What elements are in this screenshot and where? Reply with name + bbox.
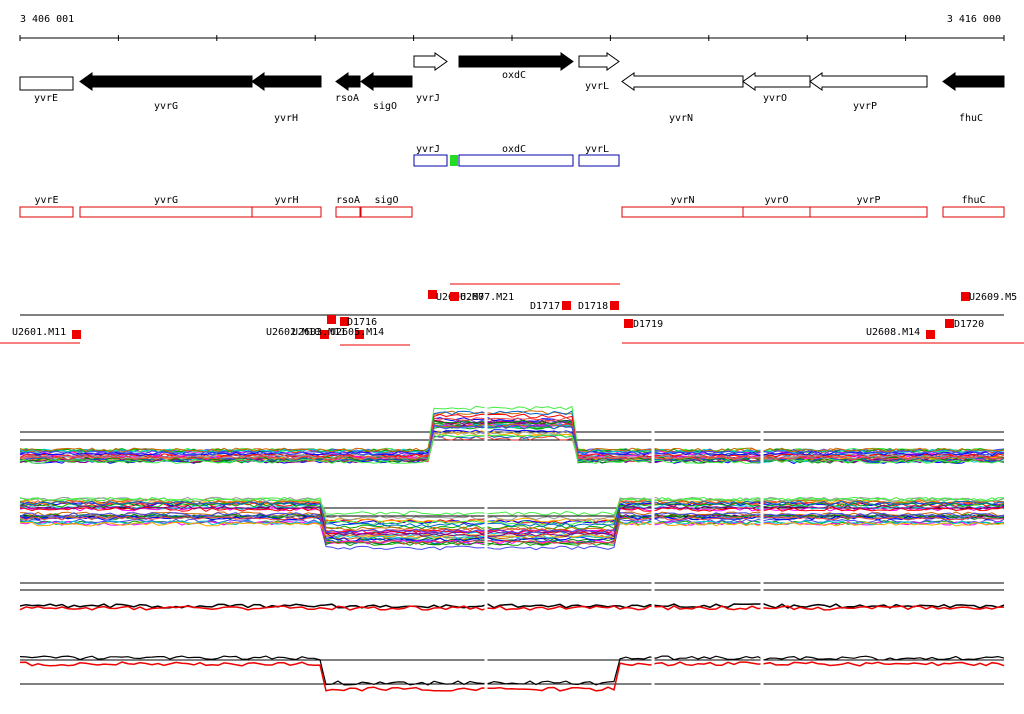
gene-arrow	[578, 52, 620, 71]
segment-label: U2608.M14	[866, 327, 920, 338]
gene-arrow	[413, 52, 448, 71]
expression-trace	[19, 605, 1004, 611]
gene-label: yvrG	[154, 101, 178, 112]
segment-label: U2606.M7	[436, 292, 484, 303]
gene-arrow	[621, 72, 744, 91]
cds-label: fhuC	[961, 195, 985, 206]
gene-arrow	[360, 72, 413, 91]
segment-marker	[72, 330, 81, 339]
cds-box	[809, 206, 928, 218]
ruler-start: 3 406 001	[20, 14, 74, 25]
cds-box	[621, 206, 744, 218]
expression-trace	[19, 424, 1005, 456]
gene-label: fhuC	[959, 113, 983, 124]
segment-label: U2605.M14	[330, 327, 384, 338]
segment-marker	[340, 317, 349, 326]
cds-label: yvrP	[856, 195, 880, 206]
gene-arrow	[19, 76, 74, 91]
expression-trace	[19, 512, 1005, 534]
cds-box	[335, 206, 361, 218]
transcript-label: yvrJ	[416, 144, 440, 155]
segment-marker	[926, 330, 935, 339]
cds-box	[19, 206, 74, 218]
cds-box	[79, 206, 253, 218]
gene-label: sigO	[373, 101, 397, 112]
cds-label: rsoA	[336, 195, 360, 206]
gene-arrow	[742, 72, 811, 91]
expression-trace	[19, 521, 1005, 539]
segment-label: D1716	[347, 317, 377, 328]
expression-trace	[19, 661, 1005, 692]
cds-label: sigO	[374, 195, 398, 206]
gene-label: yvrO	[763, 93, 787, 104]
expression-trace	[19, 434, 1005, 463]
transcript-label: oxdC	[502, 144, 526, 155]
cds-box	[742, 206, 811, 218]
segment-label: U2603.M11	[292, 327, 346, 338]
expression-trace	[19, 417, 1005, 461]
segment-marker	[355, 330, 364, 339]
segment-marker	[428, 290, 437, 299]
cds-label: yvrG	[154, 195, 178, 206]
expression-trace	[19, 422, 1005, 453]
expression-trace	[19, 405, 1005, 453]
gene-label: oxdC	[502, 70, 526, 81]
transcript-box	[458, 154, 574, 167]
expression-trace	[19, 496, 1004, 516]
gene-arrow	[942, 72, 1005, 91]
segment-marker	[327, 315, 336, 324]
segment-marker	[610, 301, 619, 310]
segment-marker	[624, 319, 633, 328]
gene-label: yvrL	[585, 81, 609, 92]
gene-label: yvrE	[34, 93, 58, 104]
segment-marker	[961, 292, 970, 301]
gene-arrow	[79, 72, 253, 91]
gene-arrow	[458, 52, 574, 71]
transcript-label: yvrL	[585, 144, 609, 155]
cds-box	[251, 206, 322, 218]
expression-trace	[19, 515, 1005, 545]
segment-marker	[450, 292, 459, 301]
gene-label: yvrN	[669, 113, 693, 124]
segment-label: U2602.M10	[266, 327, 320, 338]
segment-label: D1717	[530, 301, 560, 312]
expression-trace	[19, 520, 1005, 545]
gene-arrow	[251, 72, 322, 91]
gene-arrow	[809, 72, 928, 91]
segment-marker	[320, 330, 329, 339]
gene-label: rsoA	[335, 93, 359, 104]
segment-label: U2609.M5	[969, 292, 1017, 303]
gene-label: yvrH	[274, 113, 298, 124]
ruler-end: 3 416 000	[947, 14, 1001, 25]
transcript-box	[413, 154, 448, 167]
cds-box	[942, 206, 1005, 218]
expression-trace	[19, 500, 1005, 528]
segment-marker	[945, 319, 954, 328]
expression-trace	[19, 504, 1005, 538]
cds-label: yvrE	[34, 195, 58, 206]
cds-box	[360, 206, 413, 218]
gene-label: yvrP	[853, 101, 877, 112]
cds-label: yvrO	[764, 195, 788, 206]
segment-label: U2601.M11	[12, 327, 66, 338]
expression-trace	[19, 432, 1005, 462]
segment-label: U2607.M21	[460, 292, 514, 303]
cds-label: yvrH	[274, 195, 298, 206]
expression-trace	[19, 423, 1005, 454]
transcript-start	[450, 155, 458, 166]
expression-panels	[19, 405, 1005, 700]
segment-label: D1720	[954, 319, 984, 330]
cds-label: yvrN	[670, 195, 694, 206]
expression-trace	[19, 434, 1005, 465]
segment-label: D1719	[633, 319, 663, 330]
expression-trace	[19, 424, 1005, 453]
gene-label: yvrJ	[416, 93, 440, 104]
gene-arrow	[335, 72, 361, 91]
expression-trace	[19, 502, 1005, 530]
transcript-box	[578, 154, 620, 167]
segment-label: D1718	[578, 301, 608, 312]
segment-marker	[562, 301, 571, 310]
expression-trace	[19, 655, 1005, 686]
